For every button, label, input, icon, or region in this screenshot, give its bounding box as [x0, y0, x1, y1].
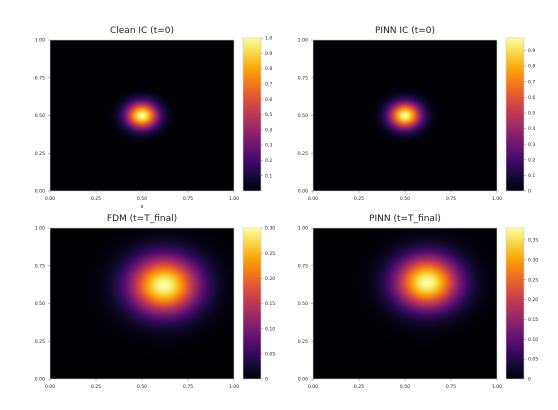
x-tick-label: 0.50	[137, 196, 147, 202]
colorbar-frame	[505, 37, 525, 192]
y-tick-label: 0.50	[298, 301, 308, 307]
colorbar	[506, 38, 524, 191]
colorbar-tick-label: 0.25	[265, 251, 275, 257]
colorbar-tick-label: 0.30	[265, 226, 275, 232]
panels-group: Clean IC (t=0)0.00 0.25 0.50 0.75 1.000.000.…	[35, 26, 539, 390]
colorbar-tick-label: 0.10	[528, 337, 538, 343]
x-tick-label: 0.50	[137, 384, 147, 390]
panel-4: PINN (t=T_final) 0.00 0.25 0.50 0.75 1.00 0.00…	[298, 214, 539, 390]
y-tick-label: 1.00	[35, 226, 45, 232]
colorbar-tick-label: 0.7	[265, 82, 272, 88]
heatmap-image	[50, 228, 234, 379]
colorbar-tick-label: 0.1	[528, 173, 535, 179]
x-tick-label: 0.00	[308, 384, 318, 390]
x-tick-label: 0.25	[354, 384, 364, 390]
y-tick-label: 0.50	[35, 301, 45, 307]
y-tick-label: 0.25	[35, 339, 45, 345]
y-tick-label: 1.00	[298, 38, 308, 44]
x-tick-label: 0.00	[45, 196, 55, 202]
x-tick-label: 0.25	[91, 196, 101, 202]
colorbar	[243, 228, 261, 379]
panel-1: Clean IC (t=0) 0.00 0.25 0.50 0.75 1.00 0.00 0.…	[35, 26, 273, 210]
y-tick-label: 0.00	[35, 189, 45, 195]
x-tick-label: 1.00	[229, 196, 239, 202]
x-tick-label: 0.25	[354, 196, 364, 202]
colorbar-tick-label: 0.30	[528, 257, 538, 263]
colorbar-tick-label: 0.20	[528, 297, 538, 303]
x-tick-label: 0.50	[400, 384, 410, 390]
colorbar-tick-label: 0.5	[528, 111, 535, 117]
heatmap-image	[313, 40, 497, 191]
y-tick-label: 0.75	[35, 263, 45, 269]
y-tick-label: 0.00	[298, 189, 308, 195]
colorbar-tick-label: 0.7	[528, 79, 535, 85]
y-tick-label: 0.00	[298, 377, 308, 383]
panel-2: PINN IC (t=0)0.00 0.25 0.50 0.75 1.000.000.2…	[298, 26, 536, 202]
colorbar-tick-label: 0.05	[528, 357, 538, 363]
y-tick-label: 1.00	[298, 226, 308, 232]
x-tick-label: 0.75	[183, 384, 193, 390]
colorbar-tick-label: 0.35	[528, 238, 538, 244]
panel-title: FDM (t=T_final)	[107, 214, 177, 224]
colorbar-tick-label: 0.2	[265, 158, 272, 164]
x-tick-label: 0.75	[446, 196, 456, 202]
panel-title: PINN IC (t=0)	[375, 26, 435, 36]
x-tick-label: 0.00	[45, 384, 55, 390]
colorbar-tick-label: 0.15	[528, 317, 538, 323]
colorbar-tick-label: 0.3	[265, 143, 272, 149]
y-tick-label: 0.50	[35, 113, 45, 119]
y-tick-label: 0.00	[35, 377, 45, 383]
colorbar-tick-label: 0	[528, 189, 531, 195]
colorbar-tick-label: 0.4	[528, 126, 535, 132]
x-tick-label: 0.75	[446, 384, 456, 390]
x-tick-label: 0.00	[308, 196, 318, 202]
heatmap-image	[313, 228, 497, 379]
x-tick-label: 1.00	[492, 196, 502, 202]
x-axis-label: x	[141, 204, 144, 210]
colorbar-tick-label: 0.9	[265, 51, 272, 57]
colorbar-tick-label: 0.3	[528, 142, 535, 148]
x-tick-label: 0.50	[400, 196, 410, 202]
y-tick-label: 0.75	[298, 263, 308, 269]
y-tick-label: 0.25	[298, 151, 308, 157]
colorbar-tick-label: 0.05	[265, 351, 275, 357]
y-tick-label: 0.25	[298, 339, 308, 345]
colorbar-tick-label: 0.4	[265, 127, 272, 133]
colorbar-tick-label: 0.10	[265, 326, 275, 332]
colorbar-tick-label: 0.8	[528, 64, 535, 70]
x-tick-label: 1.00	[492, 384, 502, 390]
colorbar	[506, 228, 524, 379]
colorbar	[243, 38, 261, 191]
colorbar-tick-label: 0.9	[528, 48, 535, 54]
x-tick-label: 0.75	[183, 196, 193, 202]
panel-3: FDM (t=T_final) 0.00 0.25 0.50 0.75 1.00 0.00 0…	[35, 214, 276, 390]
colorbar-tick-label: 0.6	[528, 95, 535, 101]
y-tick-label: 0.75	[35, 75, 45, 81]
colorbar-tick-label: 0	[528, 377, 531, 383]
y-tick-label: 0.50	[298, 113, 308, 119]
x-tick-label: 0.25	[91, 384, 101, 390]
y-tick-label: 0.25	[35, 151, 45, 157]
y-tick-label: 0.75	[298, 75, 308, 81]
colorbar-tick-label: 0	[265, 377, 268, 383]
colorbar-frame	[505, 227, 525, 380]
colorbar-tick-label: 0.15	[265, 301, 275, 307]
panel-title: Clean IC (t=0)	[110, 26, 174, 36]
colorbar-tick-label: 0.20	[265, 276, 275, 282]
y-tick-label: 1.00	[35, 38, 45, 44]
colorbar-tick-label: 0.2	[528, 157, 535, 163]
heatmap-image	[50, 40, 234, 191]
colorbar-tick-label: 1.0	[265, 36, 272, 42]
colorbar-tick-label: 0.25	[528, 277, 538, 283]
colorbar-tick-label: 0.8	[265, 66, 272, 72]
x-tick-label: 1.00	[229, 384, 239, 390]
colorbar-tick-label: 0.1	[265, 173, 272, 179]
colorbar-tick-label: 0.6	[265, 97, 272, 103]
panel-title: PINN (t=T_final)	[369, 214, 441, 224]
colorbar-tick-label: 0.5	[265, 112, 272, 118]
